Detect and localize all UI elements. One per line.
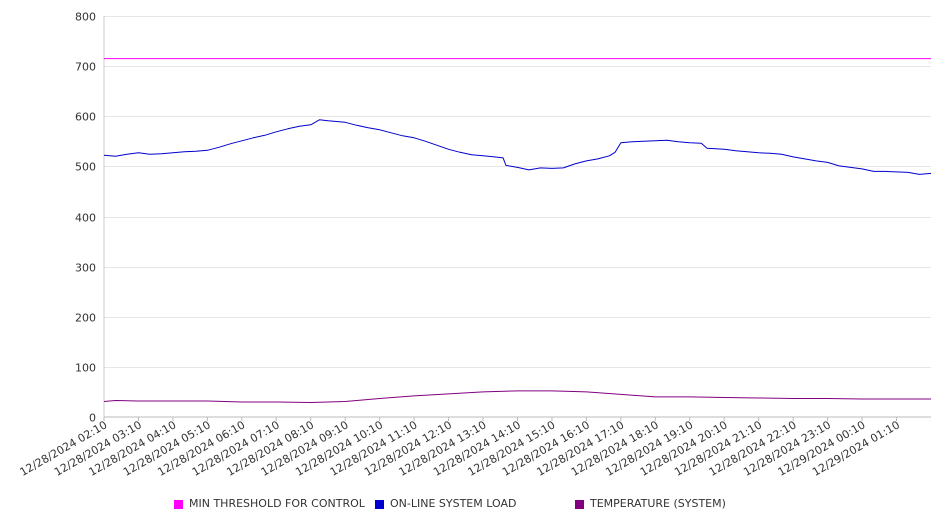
y-tick-label: 700 bbox=[75, 61, 96, 74]
y-tick-label: 200 bbox=[75, 312, 96, 325]
y-tick-label: 300 bbox=[75, 262, 96, 275]
series-line-temperature bbox=[103, 390, 931, 403]
legend-item-system-load[interactable]: ON-LINE SYSTEM LOAD bbox=[375, 498, 516, 510]
y-tick-label: 800 bbox=[75, 11, 96, 24]
legend-swatch-temperature bbox=[575, 499, 584, 509]
y-tick-label: 600 bbox=[75, 111, 96, 124]
legend-item-min-threshold[interactable]: MIN THRESHOLD FOR CONTROL bbox=[174, 498, 365, 510]
y-tick-label: 500 bbox=[75, 161, 96, 174]
grid-lines bbox=[104, 16, 931, 368]
legend-label-temperature: TEMPERATURE (SYSTEM) bbox=[590, 497, 726, 510]
y-tick-label: 0 bbox=[89, 412, 96, 425]
legend-swatch-system-load bbox=[375, 499, 384, 509]
y-axis-tick-labels: 0 100 200 300 400 500 600 700 800 bbox=[75, 11, 96, 425]
legend-label-system-load: ON-LINE SYSTEM LOAD bbox=[390, 497, 517, 510]
legend-swatch-min-threshold bbox=[174, 499, 183, 509]
series-lines bbox=[103, 58, 932, 403]
legend-label-min-threshold: MIN THRESHOLD FOR CONTROL bbox=[189, 497, 365, 510]
y-tick-label: 100 bbox=[75, 362, 96, 375]
y-tick-label: 400 bbox=[75, 212, 96, 225]
series-line-system-load bbox=[103, 119, 932, 175]
legend-item-temperature[interactable]: TEMPERATURE (SYSTEM) bbox=[575, 498, 726, 510]
